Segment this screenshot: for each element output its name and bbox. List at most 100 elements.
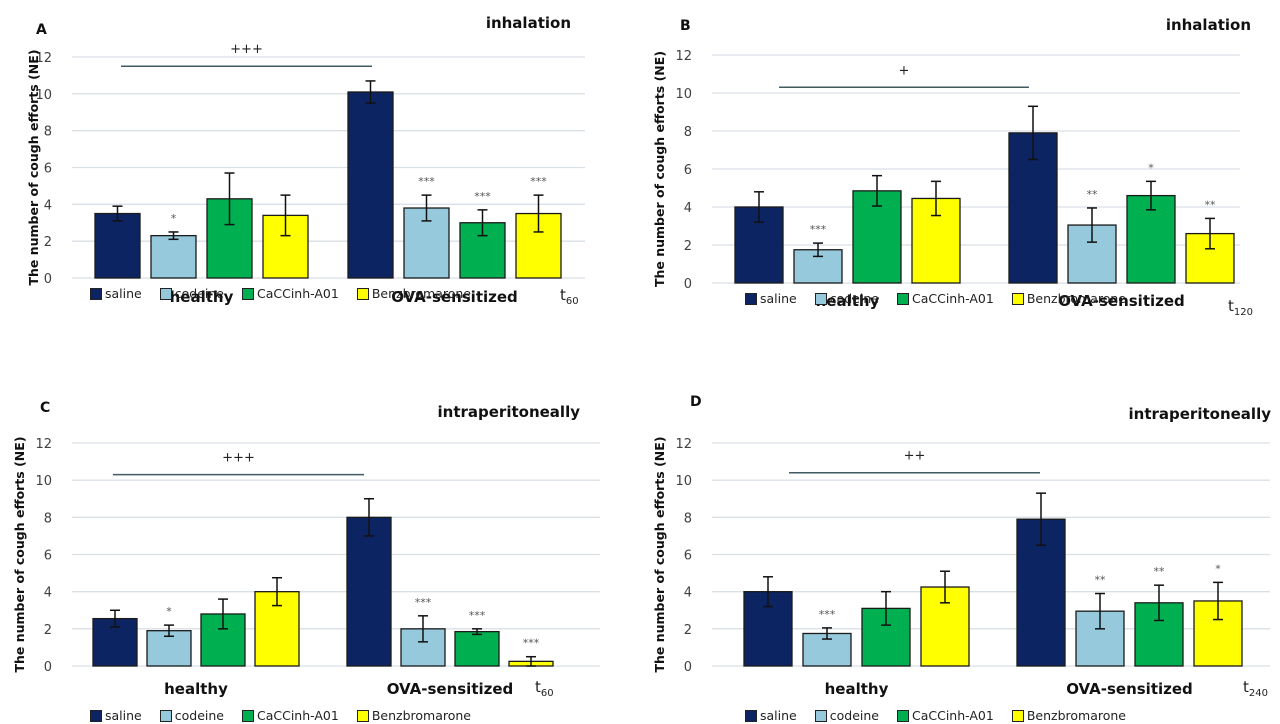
legend-swatch (896, 292, 909, 305)
legend-item: CaCCinh-A01 (241, 708, 339, 723)
bracket-label: +++ (230, 42, 263, 57)
significance-marker: *** (523, 637, 540, 650)
legend-label: codeine (174, 286, 224, 301)
category-label: healthy (816, 292, 880, 310)
y-tick-label: 8 (684, 125, 692, 140)
category-label: healthy (170, 288, 234, 306)
chart-b: 0 2 4 6 8 10 12 The number of cough efforts (NE… (652, 16, 1253, 318)
time-label: t60 (535, 678, 554, 699)
legend-item: Benzbromarone (356, 708, 471, 723)
legend-item: CaCCinh-A01 (896, 708, 994, 723)
legend-label: Benzbromarone (371, 708, 471, 723)
legend-swatch (896, 709, 909, 722)
time-label: t120 (1228, 297, 1253, 318)
chart-c: 0 2 4 6 8 10 12 The number of cough efforts (NE… (12, 400, 600, 699)
category-label: OVA-sensitized (387, 680, 514, 698)
legend-label: CaCCinh-A01 (911, 708, 994, 723)
legend-item: saline (90, 708, 142, 723)
category-label: healthy (825, 680, 889, 698)
bar-codeine (1067, 224, 1117, 284)
panel-b: 0 2 4 6 8 10 12 The number of cough efforts (NE… (640, 0, 1280, 362)
panel-label: B (680, 18, 691, 34)
y-tick-label: 10 (675, 87, 692, 102)
y-tick-label: 8 (44, 511, 52, 526)
legend-swatch (745, 292, 757, 305)
legend-item: codeine (159, 708, 224, 723)
legend-item: Benzbromarone (1011, 708, 1126, 723)
significance-marker: * (171, 212, 177, 225)
time-label: t60 (560, 286, 579, 307)
legend-swatch (241, 709, 254, 722)
y-tick-label: 12 (35, 51, 52, 66)
legend-item: codeine (159, 286, 224, 301)
y-tick-label: 10 (675, 474, 692, 489)
panel-label: C (40, 400, 50, 416)
legend-swatch (1011, 709, 1024, 722)
y-tick-label: 6 (684, 163, 692, 178)
legend-label: Benzbromarone (1026, 291, 1126, 306)
significance-marker: ** (1154, 565, 1166, 578)
legend-swatch (241, 287, 254, 300)
panel-title: inhalation (486, 14, 571, 32)
y-tick-label: 6 (44, 162, 52, 177)
significance-marker: ** (1205, 198, 1217, 211)
category-label: OVA-sensitized (391, 288, 518, 306)
category-label: OVA-sensitized (1058, 292, 1185, 310)
y-tick-label: 4 (44, 586, 52, 601)
legend-item: codeine (814, 708, 879, 723)
legend-d: saline codeine CaCCinh-A01 Benzbromarone (745, 708, 1126, 723)
y-axis-label: The number of cough efforts (NE) (12, 436, 27, 672)
bar-caccinh-a01 (454, 630, 500, 667)
panel-label: D (690, 394, 702, 410)
legend-swatch (356, 287, 369, 300)
panel-title: intraperitoneally (1129, 405, 1272, 423)
bar-benzbromarone (262, 214, 309, 279)
bracket-label: + (899, 63, 910, 78)
legend-swatch (814, 292, 827, 305)
legend-item: Benzbromarone (356, 286, 471, 301)
bracket-label: ++ (904, 449, 926, 464)
significance-marker: *** (474, 190, 491, 203)
significance-marker: *** (415, 596, 432, 609)
legend-item: CaCCinh-A01 (241, 286, 339, 301)
bar-caccinh-a01 (206, 198, 253, 279)
legend-swatch (1011, 292, 1024, 305)
legend-label: saline (105, 286, 142, 301)
y-tick-label: 2 (684, 623, 692, 638)
y-tick-label: 8 (684, 511, 692, 526)
significance-marker: ** (1095, 574, 1107, 587)
legend-label: CaCCinh-A01 (911, 291, 994, 306)
legend-label: codeine (829, 708, 879, 723)
significance-marker: *** (418, 175, 435, 188)
significance-marker: *** (819, 608, 836, 621)
y-tick-label: 4 (44, 198, 52, 213)
chart-d: 0 2 4 6 8 10 12 The number of cough efforts (NE… (652, 394, 1272, 699)
bar-saline (94, 212, 141, 279)
bar-codeine (400, 628, 446, 667)
y-tick-label: 12 (35, 437, 52, 452)
y-tick-label: 0 (44, 272, 52, 287)
y-axis-label: The number of cough efforts (NE) (652, 51, 667, 287)
y-tick-label: 2 (44, 623, 52, 638)
significance-marker: *** (469, 609, 486, 622)
legend-label: codeine (174, 708, 224, 723)
panel-title: intraperitoneally (438, 403, 581, 421)
legend-swatch (159, 287, 172, 300)
bracket-label: +++ (222, 451, 255, 466)
y-tick-label: 4 (684, 586, 692, 601)
legend-swatch (90, 709, 102, 722)
legend-label: Benzbromarone (371, 286, 471, 301)
legend-item: saline (745, 708, 797, 723)
bar-caccinh-a01 (1134, 602, 1184, 667)
significance-marker: ** (1087, 188, 1099, 201)
legend-b: saline codeine CaCCinh-A01 Benzbromarone (745, 291, 1126, 306)
y-tick-label: 4 (684, 201, 692, 216)
legend-label: Benzbromarone (1026, 708, 1126, 723)
category-label: OVA-sensitized (1066, 680, 1193, 698)
legend-swatch (745, 709, 757, 722)
legend-label: saline (105, 708, 142, 723)
legend-item: saline (745, 291, 797, 306)
bar-codeine (150, 234, 197, 279)
legend-item: codeine (814, 291, 879, 306)
